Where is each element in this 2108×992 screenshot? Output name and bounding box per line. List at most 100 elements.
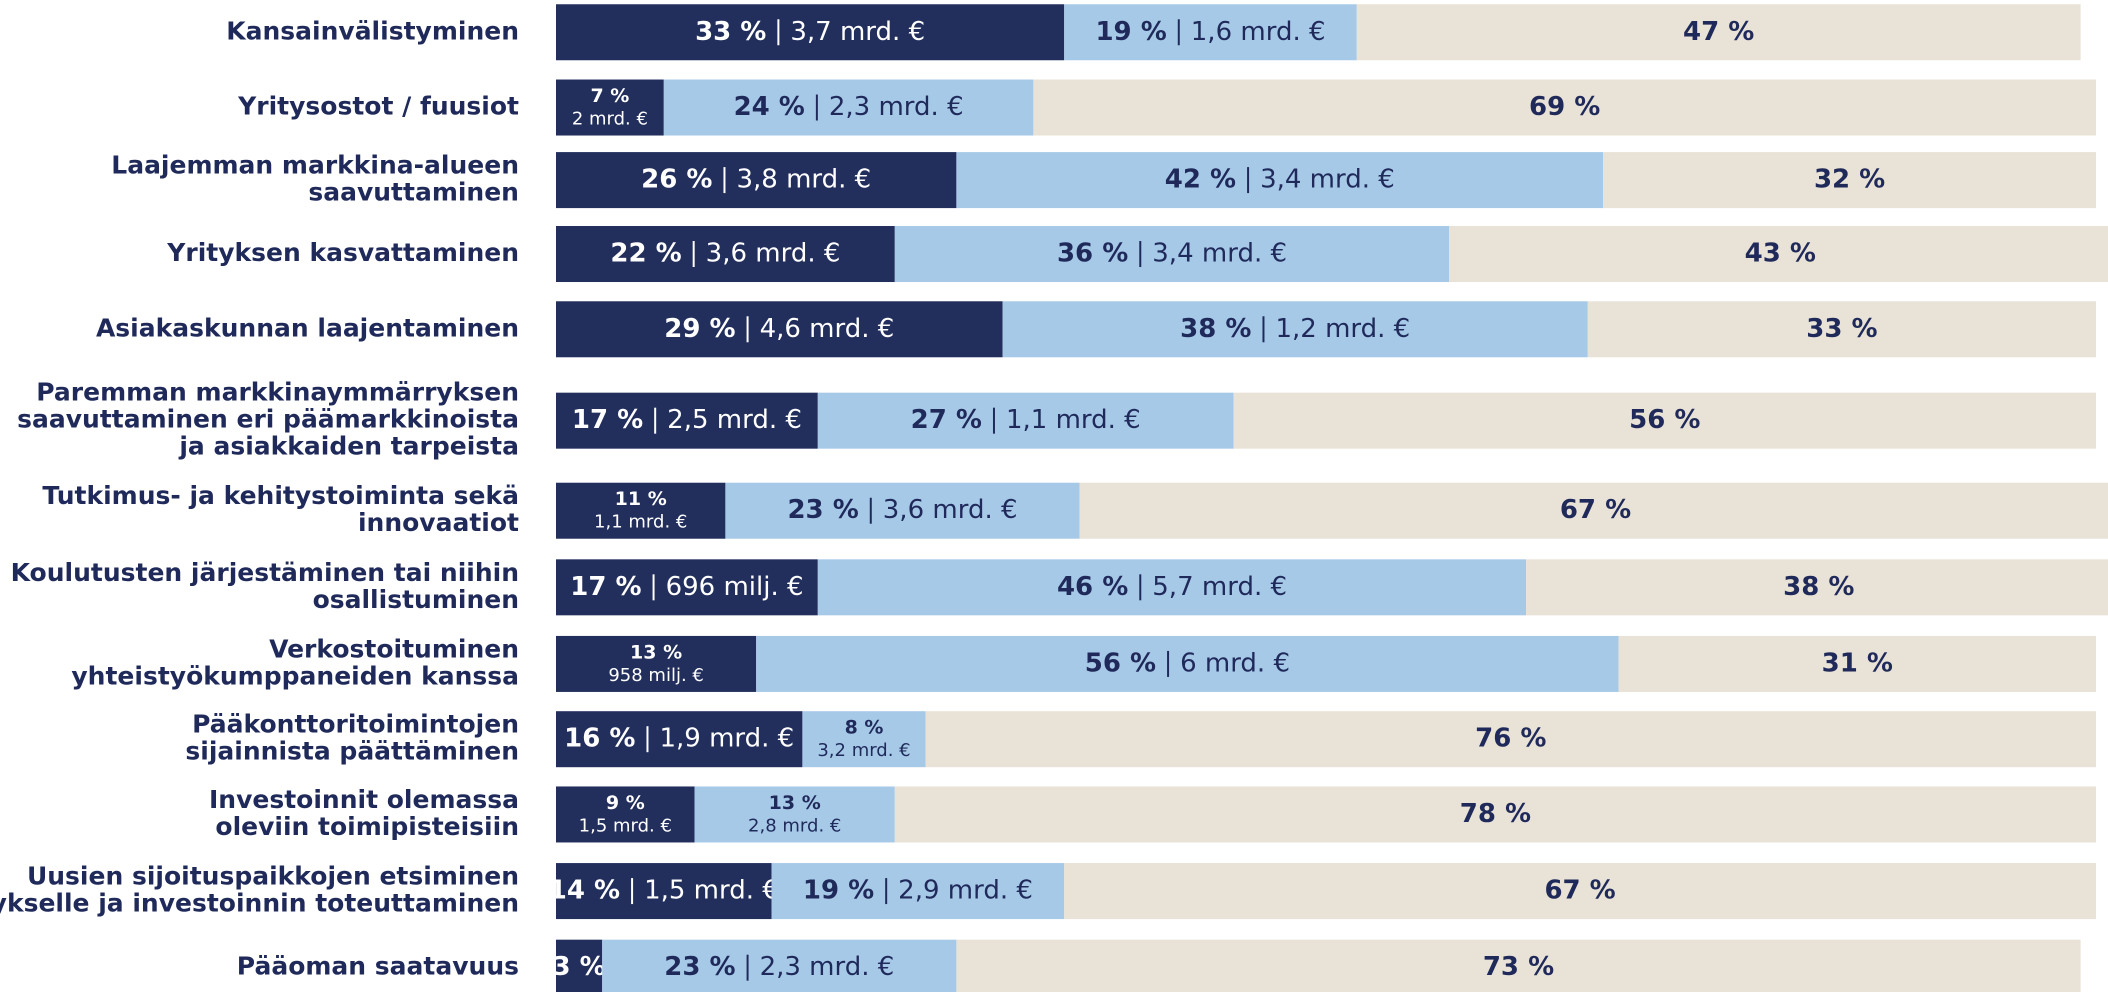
amount-label: 2 mrd. € <box>572 109 648 130</box>
bar-segment <box>756 635 1619 692</box>
bar-segment <box>956 152 1604 209</box>
bar-segment <box>1526 559 2108 616</box>
category-label: sijainnista päättäminen <box>185 737 519 766</box>
amount-label: 3,6 mrd. € <box>883 495 1018 525</box>
value-label: 29 % <box>664 314 735 344</box>
category-label: yritykselle ja investoinnin toteuttamine… <box>0 889 519 918</box>
bar-segment <box>1064 863 2096 920</box>
category-label: innovaatiot <box>358 508 519 537</box>
amount-label: 3,4 mrd. € <box>1152 239 1287 269</box>
value-label: 23 % <box>787 495 858 525</box>
amount-label: 6 mrd. € <box>1180 648 1290 678</box>
bar-segment <box>556 301 1003 358</box>
bar-segment <box>1356 4 2081 61</box>
value-label: 19 % <box>803 876 874 906</box>
amount-label: 3,7 mrd. € <box>790 17 925 47</box>
bar-segment <box>771 863 1065 920</box>
value-label: 42 % <box>1165 165 1236 195</box>
amount-label: 3,8 mrd. € <box>736 165 871 195</box>
value-label: 9 % <box>606 792 645 814</box>
category-label: Verkostoituminen <box>269 634 519 663</box>
category-label: Pääkonttoritoimintojen <box>192 710 519 739</box>
value-label: 43 % <box>1745 239 1816 269</box>
bar-segment <box>556 711 803 768</box>
bar-segment <box>956 939 2081 992</box>
amount-label: 1,1 mrd. € <box>1006 405 1141 435</box>
bar-segment <box>1233 392 2096 449</box>
category-label: Koulutusten järjestäminen tai niihin <box>11 558 519 587</box>
category-label: Laajemman markkina-alueen <box>111 151 519 180</box>
value-label: 56 % <box>1629 405 1700 435</box>
category-label: Paremman markkinaymmärryksen <box>36 378 519 407</box>
value-label: 24 % <box>734 92 805 122</box>
category-label: Pääoman saatavuus <box>237 952 519 981</box>
value-label: 13 % <box>630 641 682 663</box>
bar-segment <box>1603 152 2096 209</box>
amount-label: 1,5 mrd. € <box>579 815 672 836</box>
bar-segment <box>602 939 957 992</box>
bar-segment <box>1618 635 2096 692</box>
value-label: 33 % <box>1806 314 1877 344</box>
bar-segment <box>663 79 1034 136</box>
value-label: 78 % <box>1460 799 1531 829</box>
category-label: osallistuminen <box>313 585 519 614</box>
amount-label: 3,6 mrd. € <box>706 239 841 269</box>
value-label: 17 % <box>570 572 641 602</box>
category-label: saavuttaminen eri päämarkkinoista <box>17 405 519 434</box>
bar-segment <box>556 635 757 692</box>
bar-segment <box>556 79 664 136</box>
amount-label: 1,9 mrd. € <box>659 724 794 754</box>
bar-segment <box>925 711 2096 768</box>
bar-segment <box>556 786 695 843</box>
bar-segment <box>894 226 1450 283</box>
category-label: Yritysostot / fuusiot <box>237 92 519 121</box>
bar-segment <box>694 786 895 843</box>
bar-segment <box>556 152 957 209</box>
amount-label: 696 milj. € <box>666 572 804 602</box>
bar-segment <box>725 482 1080 539</box>
value-label: 46 % <box>1057 572 1128 602</box>
bar-segment <box>556 939 603 992</box>
category-label: saavuttaminen <box>308 178 519 207</box>
value-label: 36 % <box>1057 239 1128 269</box>
value-label: 38 % <box>1783 572 1854 602</box>
bar-segment <box>556 4 1065 61</box>
value-label: 22 % <box>610 239 681 269</box>
bar-segment <box>802 711 926 768</box>
value-label: 17 % <box>572 405 643 435</box>
category-label: yhteistyökumppaneiden kanssa <box>71 661 519 690</box>
amount-label: 958 milj. € <box>608 665 704 686</box>
value-label: 32 % <box>1814 165 1885 195</box>
bar-segment <box>1002 301 1588 358</box>
amount-label: 2,3 mrd. € <box>829 92 964 122</box>
value-label: 73 % <box>1483 952 1554 982</box>
value-label: 7 % <box>590 85 629 107</box>
amount-label: 3,4 mrd. € <box>1260 165 1395 195</box>
category-label: oleviin toimipisteisiin <box>215 812 519 841</box>
category-label: Uusien sijoituspaikkojen etsiminen <box>27 862 519 891</box>
bar-segment <box>1587 301 2096 358</box>
amount-label: 2,8 mrd. € <box>748 815 841 836</box>
bar-segment <box>556 863 772 920</box>
bar-segment <box>1079 482 2108 539</box>
value-label: 47 % <box>1683 17 1754 47</box>
value-label: 76 % <box>1475 724 1546 754</box>
category-label: Kansainvälistyminen <box>226 16 519 45</box>
value-label: 8 % <box>845 717 884 739</box>
amount-label: 4,6 mrd. € <box>760 314 895 344</box>
category-label: Yrityksen kasvattaminen <box>166 238 519 267</box>
value-label: 56 % <box>1085 648 1156 678</box>
amount-label: 2,9 mrd. € <box>898 876 1033 906</box>
value-label: 69 % <box>1529 92 1600 122</box>
category-label: Asiakaskunnan laajentaminen <box>96 313 519 342</box>
value-label: 13 % <box>769 792 821 814</box>
amount-label: 5,7 mrd. € <box>1152 572 1287 602</box>
amount-label: 1,6 mrd. € <box>1191 17 1326 47</box>
bar-segment <box>1064 4 1357 61</box>
amount-label: 1,1 mrd. € <box>594 512 687 533</box>
value-label: 19 % <box>1095 17 1166 47</box>
value-label: 27 % <box>911 405 982 435</box>
value-label: 16 % <box>564 724 635 754</box>
